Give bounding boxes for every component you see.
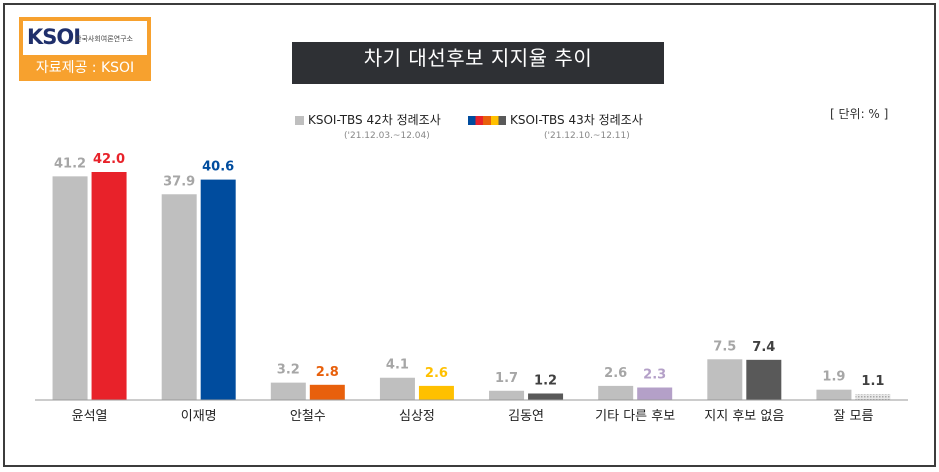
- data-label-42-7: 1.9: [822, 370, 845, 385]
- tick-label-7: 잘 모름: [833, 409, 873, 424]
- bar-42-4: [489, 390, 525, 400]
- tick-label-4: 김동연: [508, 409, 544, 424]
- title-box: 차기 대선후보 지지율 추이: [292, 42, 664, 84]
- data-label-43-2: 2.8: [316, 365, 339, 380]
- data-label-43-0: 42.0: [93, 152, 125, 167]
- legend-swatch-43: [468, 116, 506, 125]
- bar-43-4: [528, 393, 564, 400]
- logo-box: KSOI 한국사회여론연구소 자료제공 : KSOI: [19, 17, 151, 81]
- legend-period-43: ('21.12.10.~12.11): [544, 131, 630, 141]
- logo: KSOI 한국사회여론연구소: [23, 21, 147, 55]
- legend-swatch-42: [295, 116, 304, 125]
- data-label-42-4: 1.7: [495, 371, 518, 386]
- data-label-42-5: 2.6: [604, 366, 627, 381]
- data-label-43-5: 2.3: [643, 368, 666, 383]
- bar-42-6: [707, 359, 743, 400]
- legend-item-42: KSOI-TBS 42차 정례조사: [295, 111, 441, 128]
- data-label-42-2: 3.2: [277, 363, 300, 378]
- logo-org-name: 한국사회여론연구소: [75, 35, 133, 43]
- chart-frame: KSOI 한국사회여론연구소 자료제공 : KSOI 차기 대선후보 지지율 추…: [3, 3, 936, 467]
- bar-43-7: [855, 394, 891, 400]
- data-label-42-0: 41.2: [54, 156, 86, 171]
- legend-label-43: KSOI-TBS 43차 정례조사: [510, 113, 643, 127]
- bar-42-1: [161, 194, 197, 400]
- bar-42-5: [598, 385, 634, 400]
- tick-label-1: 이재명: [181, 409, 217, 424]
- bar-43-2: [309, 384, 345, 400]
- tick-label-5: 기타 다른 후보: [595, 409, 675, 424]
- tick-label-3: 심상정: [399, 409, 435, 424]
- data-label-43-7: 1.1: [861, 374, 884, 389]
- data-label-43-4: 1.2: [534, 373, 557, 388]
- data-label-43-1: 40.6: [202, 160, 234, 175]
- unit-label: [ 단위: % ]: [830, 107, 889, 121]
- legend-label-42: KSOI-TBS 42차 정례조사: [308, 113, 441, 127]
- bar-42-7: [816, 389, 852, 400]
- data-label-42-1: 37.9: [163, 174, 195, 189]
- bar-43-1: [200, 179, 236, 400]
- chart-title: 차기 대선후보 지지율 추이: [363, 46, 593, 70]
- tick-label-6: 지지 후보 없음: [704, 409, 784, 424]
- bar-42-2: [270, 382, 306, 400]
- tick-label-0: 윤석열: [72, 409, 108, 424]
- bar-43-5: [637, 387, 673, 400]
- legend-item-43: KSOI-TBS 43차 정례조사: [468, 111, 643, 128]
- legend-period-42: ('21.12.03.~12.04): [344, 131, 430, 141]
- bar-43-0: [91, 172, 127, 400]
- source-label: 자료제공 : KSOI: [35, 60, 135, 76]
- bar-42-0: [52, 176, 88, 400]
- data-label-42-3: 4.1: [386, 358, 409, 373]
- logo-mark: KSOI: [27, 25, 81, 49]
- data-label-42-6: 7.5: [713, 339, 736, 354]
- data-label-43-6: 7.4: [752, 340, 775, 355]
- bar-43-6: [746, 359, 782, 400]
- tick-label-2: 안철수: [290, 409, 326, 424]
- bar-42-3: [379, 377, 415, 400]
- data-label-43-3: 2.6: [425, 366, 448, 381]
- bar-43-3: [418, 385, 454, 400]
